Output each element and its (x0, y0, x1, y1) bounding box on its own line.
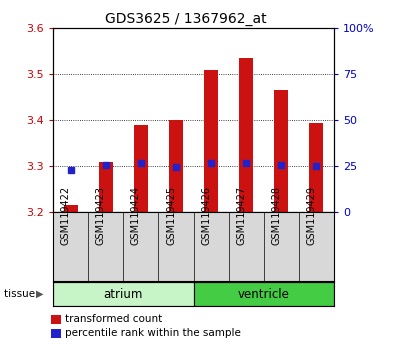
Text: ▶: ▶ (36, 289, 43, 299)
Bar (309, 122, 323, 212)
Text: tissue: tissue (4, 289, 38, 299)
Text: GSM119429: GSM119429 (306, 186, 316, 245)
Text: GSM119424: GSM119424 (131, 186, 141, 245)
Bar (99, 162, 113, 212)
Text: percentile rank within the sample: percentile rank within the sample (65, 329, 241, 338)
Bar (239, 58, 253, 212)
Bar (134, 125, 148, 212)
Bar (194, 282, 334, 306)
Text: transformed count: transformed count (65, 314, 162, 324)
Bar (169, 120, 183, 212)
Text: ventricle: ventricle (238, 288, 290, 301)
Bar (274, 91, 288, 212)
Text: GSM119422: GSM119422 (61, 186, 71, 245)
Text: GSM119426: GSM119426 (201, 186, 211, 245)
Bar (204, 70, 218, 212)
Text: GDS3625 / 1367962_at: GDS3625 / 1367962_at (105, 12, 267, 27)
Text: GSM119427: GSM119427 (236, 186, 246, 245)
Bar (64, 205, 78, 212)
Text: GSM119423: GSM119423 (96, 186, 106, 245)
Bar (53, 282, 194, 306)
Text: GSM119425: GSM119425 (166, 186, 176, 245)
Text: GSM119428: GSM119428 (271, 186, 281, 245)
Text: atrium: atrium (104, 288, 143, 301)
